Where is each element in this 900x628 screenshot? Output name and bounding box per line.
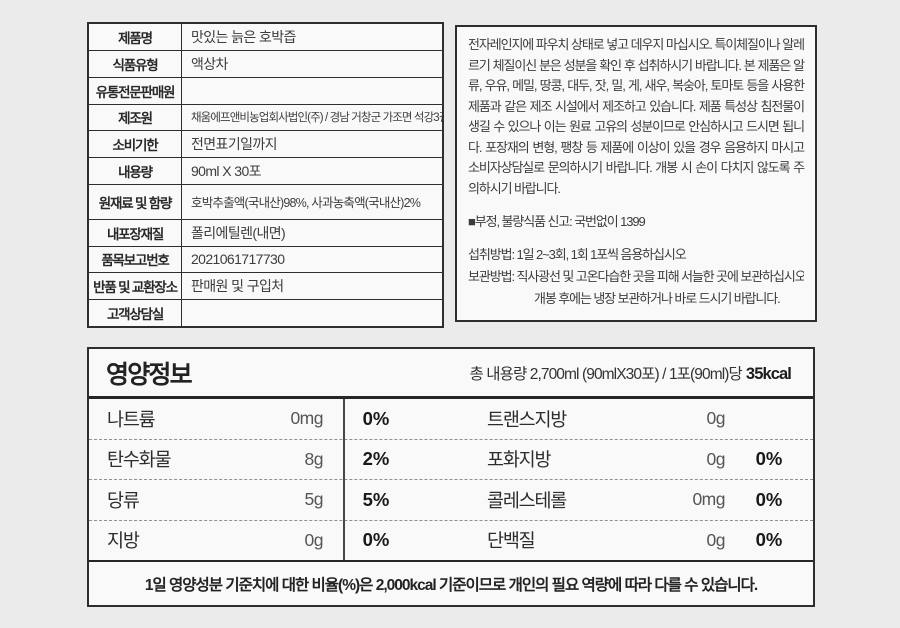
nutrient-percent: 0% [755,488,783,510]
intake-method-line: 섭취방법: 1일 2~3회, 1회 1포씩 음용하십시오 [468,247,687,262]
serving-label: 총 내용량 2,700ml (90mlX30포) / 1포(90ml)당 [469,365,742,383]
nutrient-amount: 0mg [692,489,725,510]
product-row-value: 채움에프앤비농업회사법인(주) / 경남 거창군 가조면 석강3길 112 [191,112,442,125]
nutrient-amount: 5g [304,489,324,510]
product-row: 소비기한 전면표기일까지 [89,130,442,158]
nutrient-amount: 0g [706,408,726,429]
product-row: 유통전문판매원 [89,76,442,104]
nutrient-name: 포화지방 [487,449,551,471]
nutrient-amount: 0g [706,448,726,469]
nutrition-serving-info: 총 내용량 2,700ml (90mlX30포) / 1포(90ml)당 35kc… [469,362,791,384]
nutrient-name: 나트륨 [107,408,156,430]
nutrition-rows: 나트륨 0mg 0% 트랜스지방 0g 탄수화물 8g 2% 포화지방 0g 0% 당류 5g 5% 콜레스… [89,399,813,560]
nutrient-amount: 0g [304,529,324,550]
product-row-value: 폴리에틸렌(내면) [191,224,286,241]
product-row: 원재료 및 함량 호박추출액(국내산)98%, 사과농축액(국내산)2% [89,184,442,219]
nutrient-percent: 0% [362,529,390,551]
product-row-label: 내포장재질 [89,219,182,246]
kcal-value: 35kcal [745,364,792,383]
nutrient-name: 단백질 [487,530,536,552]
nutrition-row: 탄수화물 8g 2% 포화지방 0g 0% [89,438,813,480]
product-row-value: 맛있는 늙은 호박즙 [191,28,296,45]
nutrient-percent: 5% [362,488,390,510]
product-row-label: 제품명 [89,24,182,50]
product-row-label: 소비기한 [89,131,182,158]
nutrient-percent: 0% [755,448,783,470]
nutrition-row: 당류 5g 5% 콜레스테롤 0mg 0% [89,479,813,520]
nutrient-name: 트랜스지방 [487,408,567,430]
nutrition-row: 지방 0g 0% 단백질 0g 0% [89,519,813,561]
product-row-label: 품목보고번호 [89,246,182,273]
product-row: 품목보고번호 2021061717730 [89,245,442,273]
nutrition-header: 영양정보 총 내용량 2,700ml (90mlX30포) / 1포(90ml)… [89,349,813,399]
product-row-label: 고객상담실 [89,300,182,327]
product-row: 내포장재질 폴리에틸렌(내면) [89,218,442,246]
product-row-value: 2021061717730 [191,251,285,268]
warning-paragraph: 전자레인지에 파우치 상태로 넣고 데우지 마십시오. 특이체질이나 알레르기 … [468,37,805,196]
nutrient-percent: 0% [755,529,783,551]
column-divider-line [343,399,345,560]
product-row-label: 제조원 [89,104,182,131]
nutrient-name: 당류 [107,489,140,511]
nutrient-name: 콜레스테롤 [487,489,567,511]
product-row-value: 90ml X 30포 [191,163,262,180]
product-row: 제품명 맛있는 늙은 호박즙 [89,24,442,50]
product-row-value: 전면표기일까지 [191,136,278,153]
product-row: 반품 및 교환장소 판매원 및 구입처 [89,272,442,300]
usage-notice-box: 전자레인지에 파우치 상태로 넣고 데우지 마십시오. 특이체질이나 알레르기 … [455,25,817,322]
storage-method-line: 보관방법: 직사광선 및 고온다습한 곳을 피해 서늘한 곳에 보관하십시오 [468,269,804,284]
product-row-label: 유통전문판매원 [89,77,182,104]
nutrition-panel: 영양정보 총 내용량 2,700ml (90mlX30포) / 1포(90ml)… [87,347,815,607]
product-row-label: 내용량 [89,158,182,185]
product-row: 고객상담실 [89,299,442,327]
nutrient-percent: 0% [362,407,390,429]
nutrient-percent: 2% [362,448,390,470]
product-row-value [182,78,442,104]
product-row-value [182,300,442,326]
nutrient-name: 탄수화물 [107,449,171,471]
nutrient-amount: 0mg [290,408,323,429]
product-row-value: 판매원 및 구입처 [191,278,284,295]
product-row: 식품유형 액상차 [89,49,442,77]
product-row-label: 원재료 및 함량 [89,185,182,219]
nutrient-amount: 8g [304,448,324,469]
product-row: 제조원 채움에프앤비농업회사법인(주) / 경남 거창군 가조면 석강3길 112 [89,103,442,131]
nutrition-row: 나트륨 0mg 0% 트랜스지방 0g [89,399,813,439]
product-row-value: 액상차 [191,55,228,72]
nutrient-name: 지방 [107,530,140,552]
product-row: 내용량 90ml X 30포 [89,157,442,185]
product-row-value: 호박추출액(국내산)98%, 사과농축액(국내산)2% [191,196,421,211]
nutrition-footnote: 1일 영양성분 기준치에 대한 비율(%)은 2,000kcal 기준이므로 개… [89,560,813,605]
product-row-label: 식품유형 [89,50,182,77]
report-hotline-line: ■부정, 불량식품 신고: 국번없이 1399 [468,214,646,229]
storage-method-continued: 개봉 후에는 냉장 보관하거나 바로 드시기 바랍니다. [534,291,781,306]
nutrition-title: 영양정보 [106,360,193,389]
nutrient-amount: 0g [706,529,726,550]
product-row-label: 반품 및 교환장소 [89,273,182,300]
